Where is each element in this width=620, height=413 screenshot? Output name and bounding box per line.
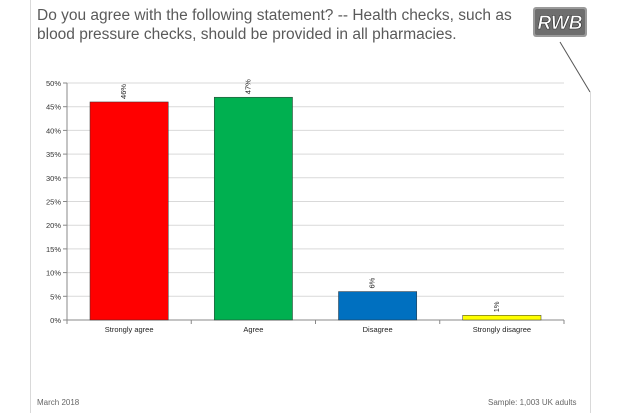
y-tick-label: 25% xyxy=(46,198,61,207)
category-label: Strongly disagree xyxy=(473,325,531,334)
y-tick-label: 45% xyxy=(46,103,61,112)
frame-line-right xyxy=(590,92,591,413)
footer-date: March 2018 xyxy=(37,398,80,407)
y-tick-label: 0% xyxy=(50,316,61,325)
labels: 0% 5% 10% 15% 20% 25% 30% 35% 40% 45% 50% 46% Strong… xyxy=(46,79,531,334)
y-tick-label: 40% xyxy=(46,126,61,135)
y-tick-label: 50% xyxy=(46,79,61,88)
frame-corner-diagonal xyxy=(559,41,591,93)
y-tick-label: 10% xyxy=(46,269,61,278)
data-label: 6% xyxy=(368,277,377,288)
data-label: 46% xyxy=(119,84,128,99)
category-label: Disagree xyxy=(363,325,393,334)
logo-text: RWB xyxy=(537,13,582,34)
y-tick-label: 15% xyxy=(46,245,61,254)
bar-agree xyxy=(213,96,293,321)
chart-title: Do you agree with the following statemen… xyxy=(37,7,512,43)
bar-strongly-agree xyxy=(89,101,169,321)
y-tick-label: 5% xyxy=(50,292,61,301)
y-tick-label: 35% xyxy=(46,150,61,159)
rwb-logo: RWB xyxy=(533,7,587,37)
category-label: Strongly agree xyxy=(105,325,154,334)
y-tick-label: 30% xyxy=(46,174,61,183)
frame-line-left xyxy=(30,0,31,413)
data-label: 47% xyxy=(243,79,252,94)
bars xyxy=(89,96,542,321)
data-label: 1% xyxy=(492,301,501,312)
footer-sample: Sample: 1,003 UK adults xyxy=(488,398,577,407)
y-tick-label: 20% xyxy=(46,221,61,230)
category-label: Agree xyxy=(243,325,263,334)
bar-disagree xyxy=(338,291,418,321)
bar-strongly-disagree xyxy=(462,315,542,321)
